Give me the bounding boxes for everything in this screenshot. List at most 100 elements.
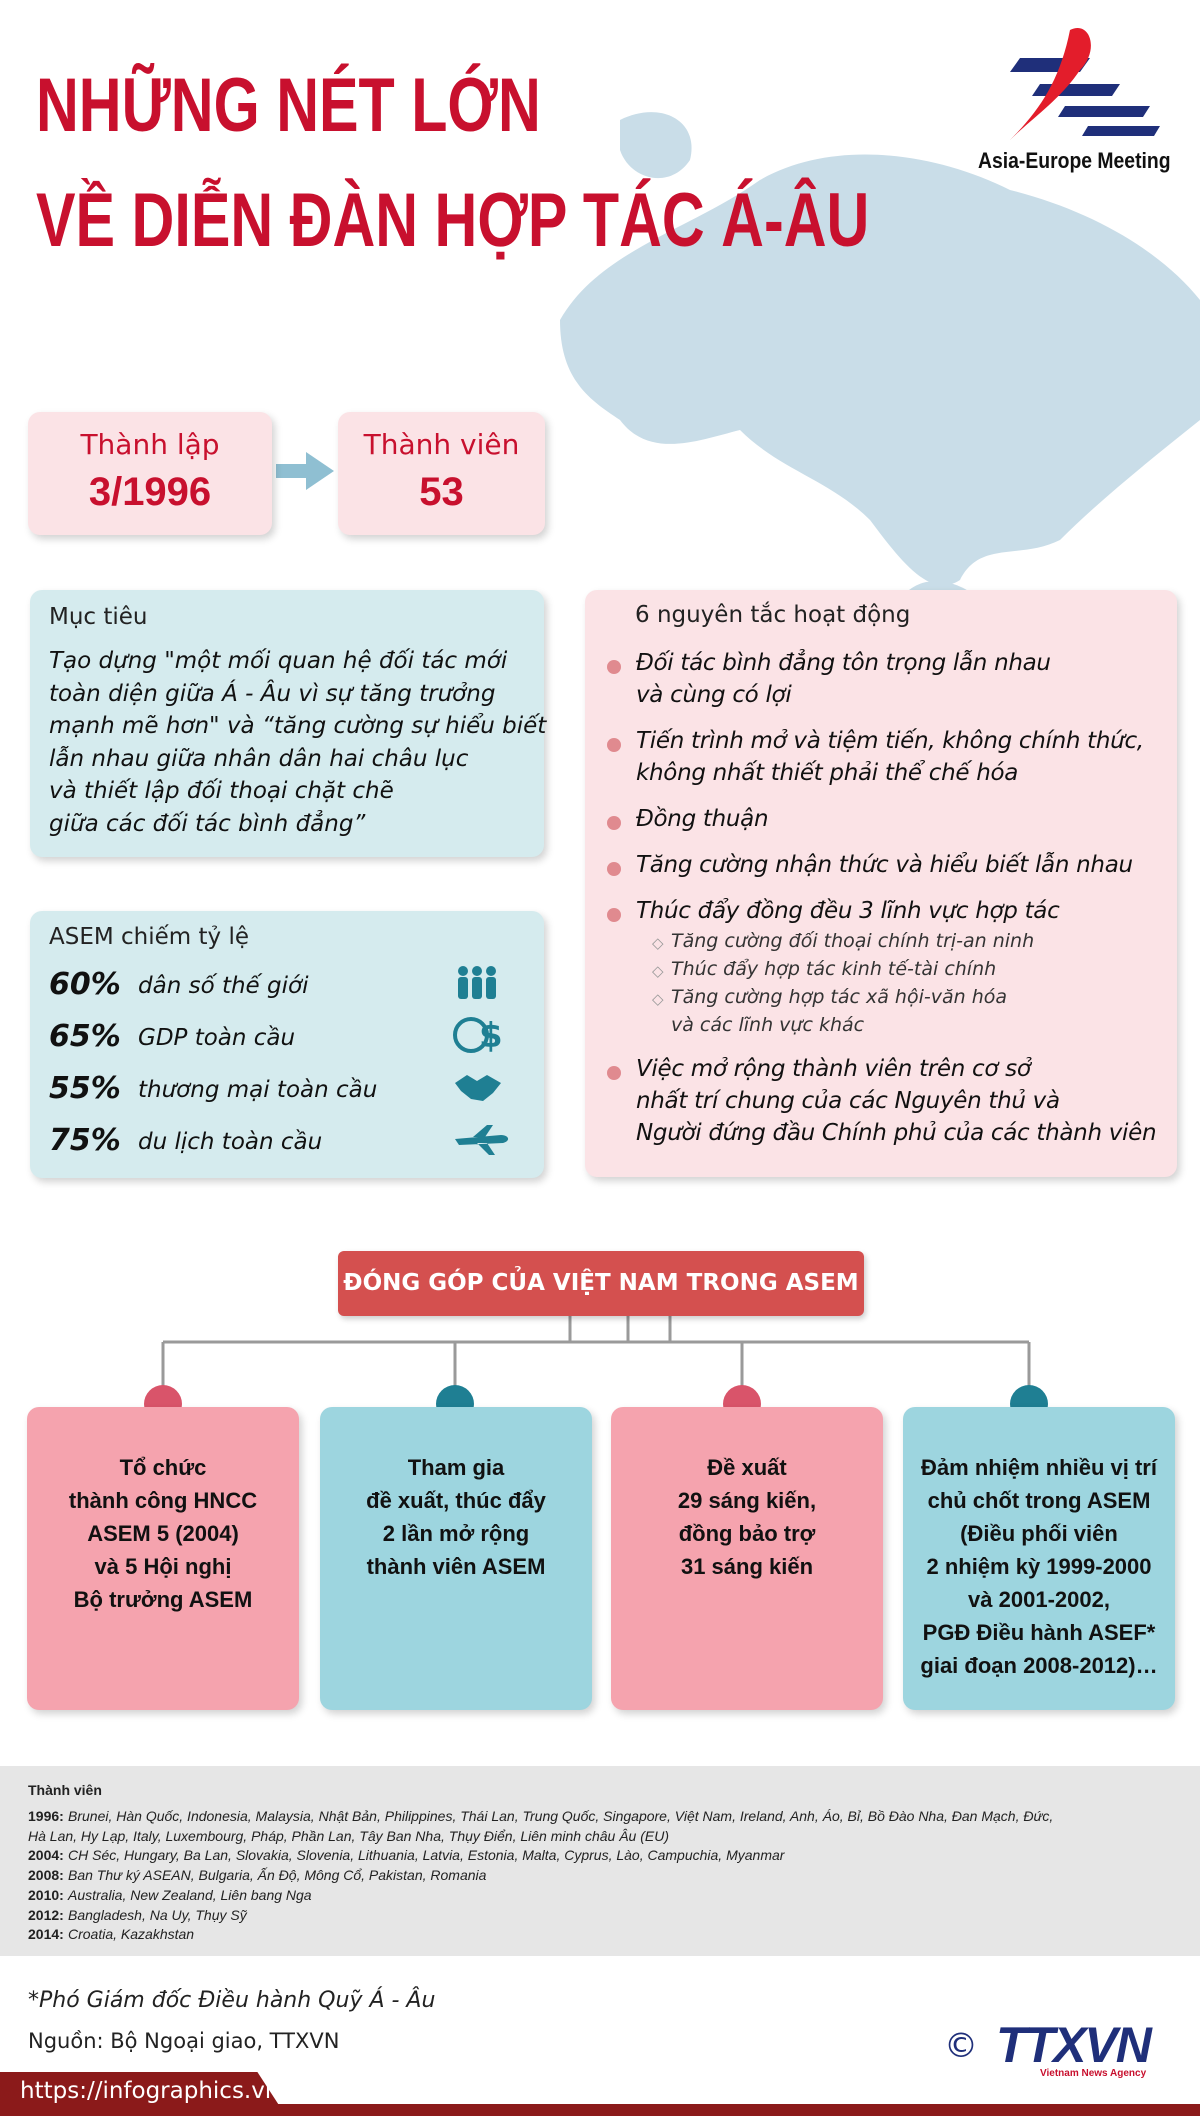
sub-line: Thúc đẩy hợp tác kinh tế-tài chính [671,958,997,980]
sub-bullet: ◇ [652,990,664,1008]
stat-value: 53 [419,470,464,514]
footnote: *Phó Giám đốc Điều hành Quỹ Á - Âu [28,1988,436,2013]
asem-logo [1010,28,1160,140]
principles-title: 6 nguyên tắc hoạt động [635,602,911,628]
svg-text:$: $ [479,1017,503,1056]
member-line: Ban Thư ký ASEAN, Bulgaria, Ấn Độ, Mông … [68,1867,487,1884]
principle-line: Đối tác bình đẳng tôn trọng lẫn nhau [636,650,1051,676]
share-label: thương mại toàn cầu [138,1077,378,1103]
stat-box: Thành viên 53 [338,412,545,535]
principle-line: Tăng cường nhận thức và hiểu biết lẫn nh… [636,852,1133,878]
stat-value: 3/1996 [88,470,212,514]
goal-line: lẫn nhau giữa nhân dân hai châu lục [49,745,469,772]
share-label: du lịch toàn cầu [138,1129,323,1155]
share-percent: 65% [49,1019,121,1054]
contribution-line: Đảm nhiệm nhiều vị trí [921,1455,1157,1480]
contribution-line: Tham gia [407,1455,505,1480]
copyright: © [944,2026,978,2066]
sub-line: Tăng cường hợp tác xã hội-văn hóa [671,986,1007,1008]
member-line: Australia, New Zealand, Liên bang Nga [68,1886,312,1903]
principle-line: Việc mở rộng thành viên trên cơ sở [636,1056,1031,1082]
bullet [607,738,621,752]
icon [458,966,496,999]
sub-bullet: ◇ [652,934,664,952]
bullet [607,908,621,922]
member-line: Croatia, Kazakhstan [68,1926,195,1943]
member-line: Bangladesh, Na Uy, Thụy Sỹ [68,1906,247,1923]
members-title: Thành viên [28,1782,102,1798]
goal-title: Mục tiêu [49,604,148,630]
stat-arrow [276,452,334,490]
share-box: ASEM chiếm tỷ lệ 60% dân số thế giới 65% GDP… [30,911,544,1178]
contribution-line: 31 sáng kiến [680,1554,814,1579]
contribution-line: giai đoạn 2008-2012)… [920,1653,1158,1678]
member-year: 2014: [28,1926,64,1943]
share-percent: 60% [49,967,121,1002]
principle-line: Đồng thuận [636,806,769,832]
contribution-line: đề xuất, thúc đẩy [366,1488,546,1513]
share-title: ASEM chiếm tỷ lệ [49,924,249,950]
member-year: 2010: [28,1886,64,1903]
contribution-line: ASEM 5 (2004) [87,1521,239,1546]
title-line: NHỮNG NÉT LỚN [36,63,541,148]
member-line: CH Séc, Hungary, Ba Lan, Slovakia, Slove… [68,1847,785,1864]
principle-line: Thúc đẩy đồng đều 3 lĩnh vực hợp tác [636,898,1060,924]
url: https://infographics.vn [20,2078,280,2104]
member-year: 2012: [28,1906,64,1923]
goal-box: Mục tiêu Tạo dựng "một mối quan hệ đối tá… [30,590,547,857]
bullet [607,1066,621,1080]
contribution-line: PGĐ Điều hành ASEF* [922,1620,1156,1645]
member-line: Hà Lan, Hy Lạp, Italy, Luxembourg, Pháp,… [28,1827,669,1844]
contribution-line: thành viên ASEM [366,1554,546,1579]
share-icon [453,1121,513,1161]
member-year: 2004: [28,1847,64,1864]
share-icon: $ [453,1016,513,1057]
contribution-box: Đảm nhiệm nhiều vị trí chủ chốt trong ASE… [903,1407,1175,1710]
contribution-box: Tham gia đề xuất, thúc đẩy 2 lần mở rộng th… [320,1407,592,1710]
contribution-line: Bộ trưởng ASEM [73,1587,253,1612]
contribution-line: thành công HNCC [68,1488,258,1513]
members-band: Thành viên 1996: Brunei, Hàn Quốc, Indones… [0,1766,1200,1956]
goal-line: giữa các đối tác bình đẳng” [49,810,366,837]
stat-label: Thành viên [363,428,520,461]
contribution-line: (Điều phối viên [960,1521,1118,1546]
share-percent: 55% [49,1071,121,1106]
sub-line: và các lĩnh vực khác [671,1014,865,1036]
principle-line: Người đứng đầu Chính phủ của các thành v… [636,1120,1157,1146]
bullet [607,660,621,674]
contribution-box: Tổ chức thành công HNCC ASEM 5 (2004) và 5 … [27,1407,299,1710]
contribution-title: ĐÓNG GÓP CỦA VIỆT NAM TRONG ASEM [338,1251,864,1316]
icon: $ [453,1016,503,1056]
member-year: 1996: [28,1808,64,1824]
contribution-box: Đề xuất 29 sáng kiến, đồng bảo trợ 31 sáng … [611,1407,883,1710]
sub-line: Tăng cường đối thoại chính trị-an ninh [671,930,1035,952]
stat-label: Thành lập [80,428,220,461]
sub-bullet: ◇ [652,962,664,980]
goal-line: mạnh mẽ hơn" và “tăng cường sự hiểu biết [49,713,547,739]
share-label: GDP toàn cầu [138,1025,296,1051]
principle-line: Tiến trình mở và tiệm tiến, không chính … [636,728,1144,754]
goal-line: và thiết lập đối thoại chặt chẽ [49,778,394,804]
bullet [607,816,621,830]
principle-line: không nhất thiết phải thể chế hóa [636,760,1019,786]
goal-line: Tạo dựng "một mối quan hệ đối tác mới [49,648,508,674]
contribution-line: Tổ chức [119,1455,207,1480]
member-line: Brunei, Hàn Quốc, Indonesia, Malaysia, N… [68,1808,1054,1824]
share-icon [453,965,513,1005]
contribution-line: chủ chốt trong ASEM [927,1488,1151,1513]
contribution-line: đồng bảo trợ [678,1521,816,1546]
contribution-line: Đề xuất [707,1455,787,1480]
contribution-line: 2 lần mở rộng [382,1521,530,1546]
principle-line: và cùng có lợi [636,682,792,708]
logo-text: Asia-Europe Meeting [978,148,1171,173]
contribution-line: 2 nhiệm kỳ 1999-2000 [926,1554,1152,1579]
footer-bar [0,2104,1200,2116]
stat-box: Thành lập 3/1996 [28,412,272,535]
principle-line: nhất trí chung của các Nguyên thủ và [636,1088,1060,1114]
icon [455,1075,501,1101]
agency: TTXVN [996,2017,1152,2073]
goal-line: toàn diện giữa Á - Âu vì sự tăng trưởng [49,680,496,707]
share-icon [453,1069,513,1109]
connectors [161,1316,1031,1395]
